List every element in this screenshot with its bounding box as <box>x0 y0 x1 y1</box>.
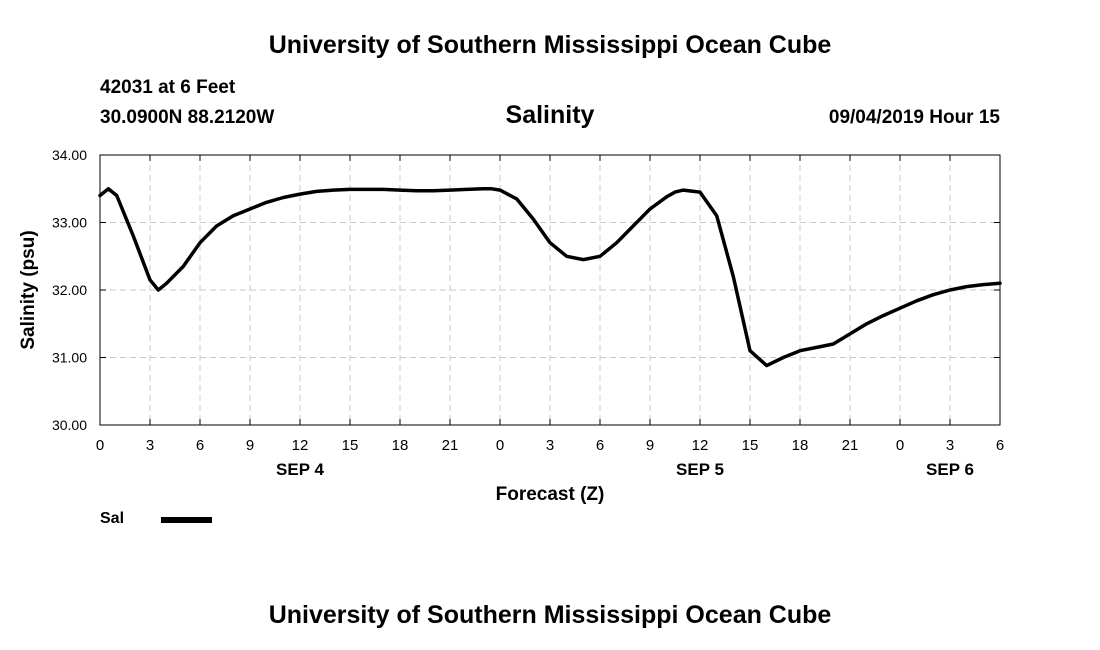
series-line-sal <box>98 187 1002 368</box>
axis-labels: 0 3 6 9 12 15 18 21 0 3 6 9 12 15 18 21 0 3 6 30.00 31.00 32.… <box>18 147 1004 505</box>
x-tick-label: 6 <box>196 437 204 454</box>
x-tick-label: 0 <box>96 437 104 454</box>
x-axis-title: Forecast (Z) <box>496 484 605 505</box>
x-tick-label: 0 <box>896 437 904 454</box>
legend-swatch <box>161 517 212 523</box>
date-label: SEP 5 <box>676 460 724 479</box>
x-tick-label: 3 <box>946 437 954 454</box>
x-tick-label: 18 <box>392 437 409 454</box>
x-tick-label: 21 <box>842 437 859 454</box>
y-tick-label: 33.00 <box>52 215 87 231</box>
x-tick-label: 12 <box>692 437 709 454</box>
series-layer <box>98 187 1002 368</box>
footer-title: University of Southern Mississippi Ocean… <box>268 601 832 629</box>
y-tick-label: 34.00 <box>52 147 87 163</box>
x-tick-label: 21 <box>442 437 459 454</box>
x-tick-label: 12 <box>292 437 309 454</box>
station-label: 42031 at 6 Feet <box>100 77 236 98</box>
y-tick-label: 31.00 <box>52 350 87 366</box>
y-axis-title: Salinity (psu) <box>18 230 39 349</box>
x-tick-label: 6 <box>996 437 1004 454</box>
coordinates-label: 30.0900N 88.2120W <box>100 107 275 128</box>
plot-frame <box>99 154 1001 426</box>
date-label: SEP 4 <box>276 460 324 479</box>
page-title: University of Southern Mississippi Ocean… <box>268 31 832 59</box>
x-tick-label: 9 <box>246 437 254 454</box>
datetime-label: 09/04/2019 Hour 15 <box>828 107 1000 128</box>
x-tick-label: 3 <box>146 437 154 454</box>
axes <box>99 154 1001 426</box>
x-tick-label: 15 <box>742 437 759 454</box>
x-tick-label: 3 <box>546 437 554 454</box>
chart-title: Salinity <box>505 101 595 129</box>
y-tick-label: 30.00 <box>52 417 87 433</box>
x-tick-label: 18 <box>792 437 809 454</box>
legend-label: Sal <box>100 510 125 527</box>
grid <box>100 155 1000 425</box>
x-tick-label: 6 <box>596 437 604 454</box>
y-tick-label: 32.00 <box>52 282 87 298</box>
x-tick-label: 0 <box>496 437 504 454</box>
date-label: SEP 6 <box>926 460 974 479</box>
x-tick-label: 9 <box>646 437 654 454</box>
x-tick-label: 15 <box>342 437 359 454</box>
